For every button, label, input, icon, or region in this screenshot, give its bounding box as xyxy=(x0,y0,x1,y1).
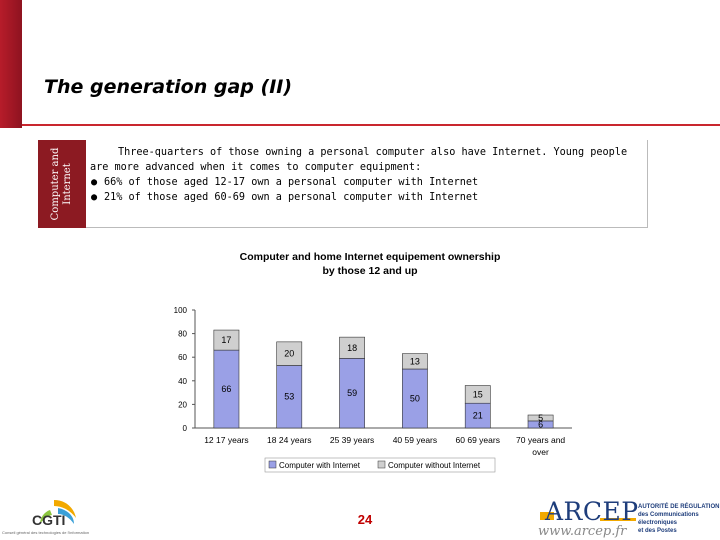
section-tab-line-2: Internet xyxy=(62,163,73,205)
y-tick-label: 40 xyxy=(178,377,187,386)
accent-bar xyxy=(0,0,22,128)
cgti-logo-text: CGTI xyxy=(32,512,66,528)
section-tab: Computer and Internet xyxy=(38,140,86,228)
arcep-logo-text: ARCEP xyxy=(545,497,639,526)
data-label-without-internet: 17 xyxy=(221,335,231,345)
x-tick-label: 60 69 years xyxy=(456,435,500,445)
y-tick-label: 100 xyxy=(174,306,188,315)
legend-swatch-without-internet xyxy=(377,460,386,469)
bullet-text: 21% of those aged 60-69 own a personal c… xyxy=(104,192,479,203)
bar-without-internet xyxy=(276,341,303,366)
arcep-logo-icon xyxy=(540,512,636,521)
arcep-authority-line: et des Postes xyxy=(638,528,677,534)
cgti-logo-icon xyxy=(40,500,76,524)
data-label-without-internet: 5 xyxy=(538,413,543,423)
arcep-authority-line: des Communications électroniques xyxy=(638,512,699,526)
bar-with-internet xyxy=(402,368,428,429)
body-text-box: Three-quarters of those owning a persona… xyxy=(86,140,648,228)
bar-without-internet xyxy=(213,329,240,351)
x-tick-label: 40 59 years xyxy=(393,435,437,445)
chart-title-line-1: Computer and home Internet equipement ow… xyxy=(239,251,501,263)
y-tick-label: 60 xyxy=(178,353,187,362)
page-title: The generation gap (II) xyxy=(44,76,293,98)
data-label-without-internet: 15 xyxy=(473,389,483,399)
chart-title: Computer and home Internet equipement ow… xyxy=(200,250,540,278)
bullet-item: ● 21% of those aged 60-69 own a personal … xyxy=(90,190,643,205)
y-tick-label: 0 xyxy=(183,424,188,433)
section-tab-label: Computer and Internet xyxy=(50,148,74,221)
bar-without-internet xyxy=(402,353,428,370)
bar-without-internet xyxy=(527,414,554,422)
arcep-authority-text: AUTORITÉ DE RÉGULATION des Communication… xyxy=(638,503,720,535)
legend-swatch-with-internet xyxy=(268,460,277,469)
data-label-with-internet: 6 xyxy=(538,419,543,429)
bar-with-internet xyxy=(276,365,303,429)
page-number: 24 xyxy=(357,512,373,527)
data-label-without-internet: 13 xyxy=(410,356,420,366)
cgti-logo-subtext: Conseil général des technologies de l'in… xyxy=(2,530,90,535)
data-label-with-internet: 21 xyxy=(473,411,483,421)
x-tick-label: 70 years and xyxy=(516,435,565,445)
data-label-without-internet: 18 xyxy=(347,343,357,353)
bullet-icon: ● xyxy=(91,177,98,188)
data-label-with-internet: 50 xyxy=(410,394,420,404)
section-tab-line-1: Computer and xyxy=(50,147,61,221)
bullet-item: ● 66% of those aged 12-17 own a personal … xyxy=(90,175,643,190)
bar-without-internet xyxy=(464,385,491,404)
stacked-bar-chart: 100 80 60 40 20 0 66 17 12 17 years 53 20 18 24 yea… xyxy=(174,306,572,473)
y-tick-label: 80 xyxy=(178,330,187,339)
bar-with-internet xyxy=(464,402,491,429)
title-divider xyxy=(22,124,720,126)
intro-text: Three-quarters of those owning a persona… xyxy=(90,147,628,173)
bullet-text: 66% of those aged 12-17 own a personal c… xyxy=(104,177,479,188)
x-tick-label-line-2: over xyxy=(532,447,549,457)
arcep-url: www.arcep.fr xyxy=(538,524,627,539)
x-tick-label: 12 17 years xyxy=(204,435,248,445)
bullet-list: ● 66% of those aged 12-17 own a personal … xyxy=(90,175,643,205)
data-label-with-internet: 66 xyxy=(221,384,231,394)
bullet-icon: ● xyxy=(91,192,98,203)
bar-with-internet xyxy=(213,349,240,429)
arcep-authority-line: AUTORITÉ DE RÉGULATION xyxy=(638,504,720,510)
y-tick-label: 20 xyxy=(178,400,187,409)
data-label-without-internet: 20 xyxy=(284,349,294,359)
x-tick-label: 25 39 years xyxy=(330,435,374,445)
data-label-with-internet: 53 xyxy=(284,392,294,402)
bar-without-internet xyxy=(339,336,365,359)
chart-title-line-2: by those 12 and up xyxy=(322,265,418,277)
data-label-with-internet: 59 xyxy=(347,388,357,398)
legend-label-with-internet: Computer with Internet xyxy=(279,461,361,470)
x-tick-label: 18 24 years xyxy=(267,435,311,445)
bar-with-internet xyxy=(339,358,365,429)
legend-label-without-internet: Computer without Internet xyxy=(388,461,481,470)
